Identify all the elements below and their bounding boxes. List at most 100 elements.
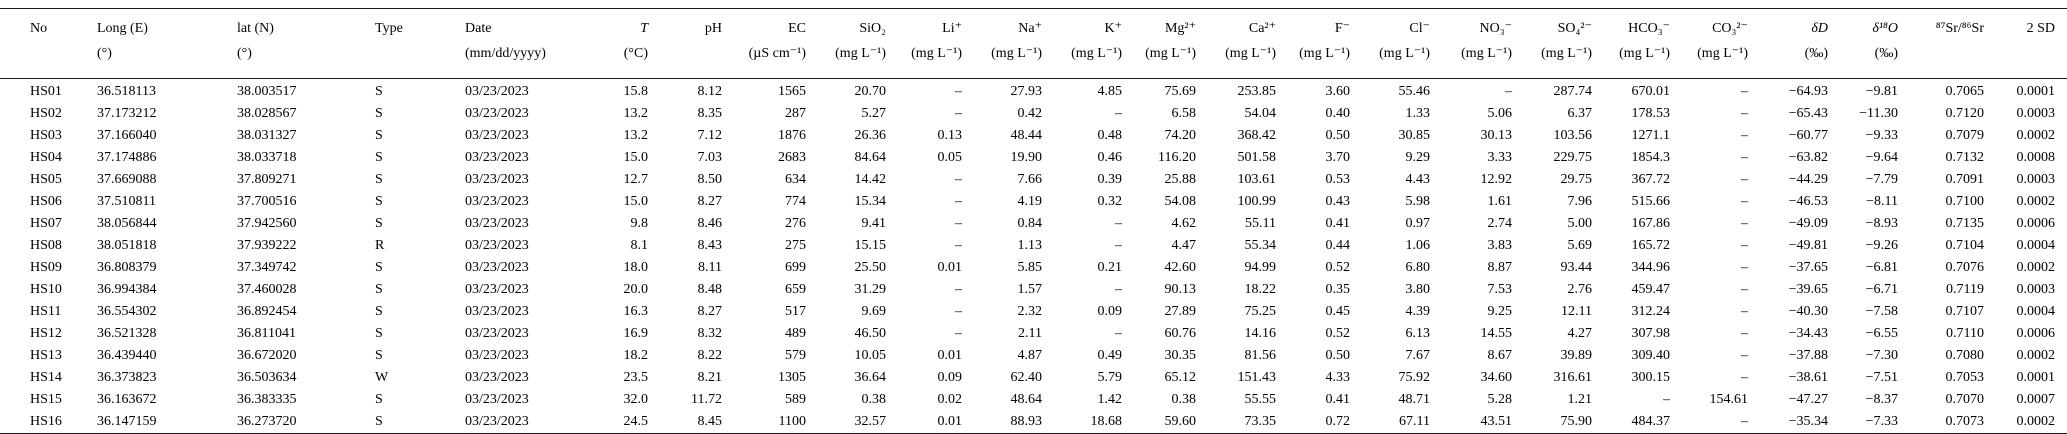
cell-hs10-mg: 90.13 [1164, 282, 1197, 297]
table-row-hs15: HS15 36.163672 36.383335 S 03/23/2023 32.0 11.… [0, 389, 2067, 411]
cell-hs13-cl: 7.67 [1405, 348, 1431, 363]
cell-hs03-temp: 13.2 [623, 128, 649, 143]
cell-hs08-so4: 5.69 [1567, 238, 1593, 253]
cell-hs01-hco3: 670.01 [1631, 84, 1671, 99]
cell-hs03-no: HS03 [30, 128, 62, 143]
col-header-hco3: HCO₃⁻ (mg L⁻¹) [1604, 9, 1682, 79]
cell-hs16-lat-n: 36.273720 [237, 414, 297, 429]
cell-hs04-type: S [375, 150, 383, 165]
cell-hs02-f: 0.40 [1325, 106, 1351, 121]
cell-hs13-f: 0.50 [1325, 348, 1351, 363]
cell-hs11-hco3: 312.24 [1631, 304, 1671, 319]
cell-hs02-k: – [1115, 106, 1122, 121]
cell-hs16-k: 18.68 [1090, 414, 1123, 429]
cell-hs05-no: HS05 [30, 172, 62, 187]
cell-hs02-long-e: 37.173212 [97, 106, 157, 121]
col-header-ec: EC (µS cm⁻¹) [734, 9, 818, 79]
cell-hs11-na: 2.32 [1017, 304, 1043, 319]
cell-hs06-temp: 15.0 [623, 194, 649, 209]
cell-hs16-type: S [375, 414, 383, 429]
col-name-d18o: δ¹⁸O [1872, 21, 1898, 36]
cell-hs13-no3: 8.67 [1487, 348, 1513, 363]
cell-hs08-temp: 8.1 [630, 238, 649, 253]
cell-hs16-2sd: 0.0002 [2016, 414, 2056, 429]
col-name-dd: δD [1811, 21, 1828, 36]
cell-hs10-so4: 2.76 [1567, 282, 1593, 297]
cell-hs10-hco3: 459.47 [1631, 282, 1671, 297]
col-unit-sio2: (mg L⁻¹) [835, 46, 886, 61]
cell-hs15-cl: 48.71 [1398, 392, 1431, 407]
cell-hs12-sio2: 46.50 [854, 326, 887, 341]
cell-hs16-ec: 1100 [778, 414, 806, 429]
col-name-k: K⁺ [1104, 21, 1123, 36]
cell-hs03-date: 03/23/2023 [465, 128, 529, 143]
cell-hs07-sr-ratio: 0.7135 [1945, 216, 1985, 231]
col-header-so4: SO₄²⁻ (mg L⁻¹) [1524, 9, 1604, 79]
cell-hs08-k: – [1115, 238, 1122, 253]
cell-hs03-co3: – [1741, 128, 1748, 143]
cell-hs06-mg: 54.08 [1164, 194, 1197, 209]
cell-hs09-hco3: 344.96 [1631, 260, 1671, 275]
cell-hs04-li: 0.05 [937, 150, 963, 165]
cell-hs06-cl: 5.98 [1405, 194, 1431, 209]
cell-hs11-k: 0.09 [1097, 304, 1123, 319]
cell-hs04-cl: 9.29 [1405, 150, 1431, 165]
cell-hs15-ec: 589 [785, 392, 806, 407]
cell-hs02-lat-n: 38.028567 [237, 106, 297, 121]
table-row-hs07: HS07 38.056844 37.942560 S 03/23/2023 9.8 8.46… [0, 213, 2067, 235]
cell-hs08-ph: 8.43 [697, 238, 723, 253]
cell-hs15-long-e: 36.163672 [97, 392, 157, 407]
cell-hs08-dd: −49.81 [1788, 238, 1828, 253]
cell-hs02-dd: −65.43 [1788, 106, 1828, 121]
table-row-hs09: HS09 36.808379 37.349742 S 03/23/2023 18.0 8.1… [0, 257, 2067, 279]
cell-hs12-ca: 14.16 [1244, 326, 1277, 341]
cell-hs05-mg: 25.88 [1164, 172, 1197, 187]
cell-hs11-f: 0.45 [1325, 304, 1351, 319]
cell-hs09-mg: 42.60 [1164, 260, 1197, 275]
cell-hs13-sr-ratio: 0.7080 [1945, 348, 1985, 363]
cell-hs01-lat-n: 38.003517 [237, 84, 297, 99]
cell-hs16-f: 0.72 [1325, 414, 1351, 429]
cell-hs04-mg: 116.20 [1158, 150, 1196, 165]
cell-hs09-long-e: 36.808379 [97, 260, 157, 275]
cell-hs02-ph: 8.35 [697, 106, 723, 121]
cell-hs13-ec: 579 [785, 348, 806, 363]
cell-hs09-d18o: −6.81 [1865, 260, 1898, 275]
cell-hs10-dd: −39.65 [1788, 282, 1828, 297]
cell-hs01-d18o: −9.81 [1865, 84, 1898, 99]
cell-hs01-date: 03/23/2023 [465, 84, 529, 99]
col-name-type: Type [375, 21, 403, 36]
col-header-2sd: 2 SD [1996, 9, 2067, 79]
cell-hs12-no: HS12 [30, 326, 62, 341]
col-unit-dd: (‰) [1804, 46, 1828, 61]
cell-hs13-li: 0.01 [937, 348, 963, 363]
cell-hs14-2sd: 0.0001 [2016, 370, 2056, 385]
cell-hs01-dd: −64.93 [1788, 84, 1828, 99]
cell-hs04-hco3: 1854.3 [1631, 150, 1671, 165]
cell-hs08-date: 03/23/2023 [465, 238, 529, 253]
col-header-li: Li⁺ (mg L⁻¹) [898, 9, 974, 79]
cell-hs09-no3: 8.87 [1487, 260, 1513, 275]
cell-hs12-dd: −34.43 [1788, 326, 1828, 341]
cell-hs01-type: S [375, 84, 383, 99]
cell-hs06-sio2: 15.34 [854, 194, 887, 209]
cell-hs06-sr-ratio: 0.7100 [1945, 194, 1985, 209]
cell-hs15-2sd: 0.0007 [2016, 392, 2056, 407]
cell-hs04-date: 03/23/2023 [465, 150, 529, 165]
cell-hs04-lat-n: 38.033718 [237, 150, 297, 165]
cell-hs13-2sd: 0.0002 [2016, 348, 2056, 363]
cell-hs08-sr-ratio: 0.7104 [1945, 238, 1985, 253]
cell-hs10-date: 03/23/2023 [465, 282, 529, 297]
col-unit-ec: (µS cm⁻¹) [748, 46, 806, 61]
cell-hs15-hco3: – [1663, 392, 1670, 407]
col-name-na: Na⁺ [1018, 21, 1042, 36]
cell-hs07-no3: 2.74 [1487, 216, 1513, 231]
cell-hs02-co3: – [1741, 106, 1748, 121]
cell-hs11-ec: 517 [785, 304, 806, 319]
cell-hs03-li: 0.13 [937, 128, 963, 143]
cell-hs14-temp: 23.5 [623, 370, 649, 385]
cell-hs07-mg: 4.62 [1171, 216, 1197, 231]
cell-hs03-hco3: 1271.1 [1631, 128, 1671, 143]
cell-hs13-na: 4.87 [1017, 348, 1043, 363]
col-header-na: Na⁺ (mg L⁻¹) [974, 9, 1054, 79]
